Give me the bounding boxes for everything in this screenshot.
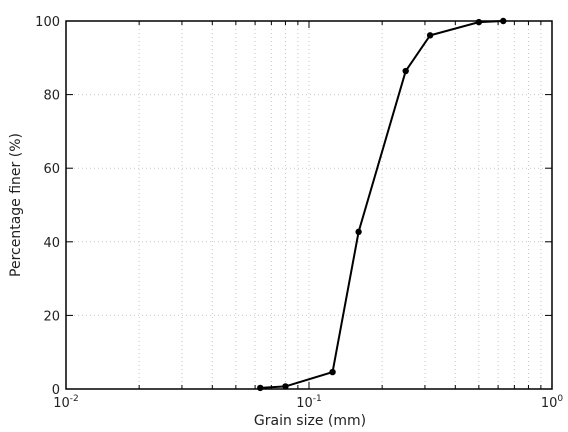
grid	[66, 21, 552, 389]
x-tick-label: 10-2	[53, 394, 79, 411]
series-line	[260, 20, 504, 389]
y-tick-label: 60	[43, 162, 60, 177]
data-point	[426, 32, 434, 39]
tick-labels: 0 20 40 60 80 100 10-2 10-1 100	[35, 15, 563, 411]
data-point	[500, 17, 507, 25]
data-point	[257, 384, 264, 392]
y-axis-label: Percentage finer (%)	[8, 133, 24, 277]
data-point	[475, 18, 483, 26]
data-point	[329, 368, 336, 376]
x-axis-label: Grain size (mm)	[254, 413, 366, 428]
data-point	[282, 383, 289, 390]
x-tick-label: 10-1	[296, 394, 322, 411]
y-tick-label: 20	[43, 309, 60, 324]
series-layer	[257, 17, 507, 392]
y-tick-label: 80	[43, 89, 60, 104]
data-point	[402, 67, 409, 75]
y-tick-label: 100	[35, 15, 60, 30]
data-point	[355, 228, 362, 236]
y-tick-label: 40	[43, 236, 60, 251]
x-tick-label: 100	[541, 394, 564, 411]
y-tick-label: 0	[52, 383, 60, 398]
